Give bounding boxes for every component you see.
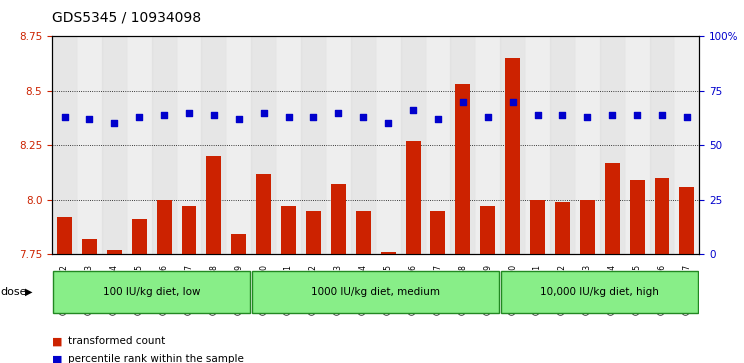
Bar bbox=[276, 36, 301, 254]
Text: 10,000 IU/kg diet, high: 10,000 IU/kg diet, high bbox=[540, 287, 659, 297]
Bar bbox=[157, 200, 172, 254]
Bar bbox=[481, 206, 496, 254]
Point bbox=[283, 114, 295, 120]
Text: 100 IU/kg diet, low: 100 IU/kg diet, low bbox=[103, 287, 200, 297]
Point bbox=[681, 114, 693, 120]
Bar bbox=[650, 36, 675, 254]
Point bbox=[59, 114, 71, 120]
Point bbox=[482, 114, 494, 120]
Bar bbox=[625, 36, 650, 254]
Bar bbox=[400, 36, 426, 254]
Bar bbox=[475, 36, 500, 254]
Point bbox=[83, 116, 95, 122]
Bar bbox=[251, 36, 276, 254]
Point bbox=[407, 107, 419, 113]
Text: dose: dose bbox=[0, 287, 27, 297]
Bar bbox=[256, 174, 271, 254]
Text: ■: ■ bbox=[52, 354, 62, 363]
Text: percentile rank within the sample: percentile rank within the sample bbox=[68, 354, 244, 363]
Point bbox=[257, 110, 269, 115]
Point bbox=[606, 112, 618, 118]
Bar bbox=[107, 250, 122, 254]
Text: transformed count: transformed count bbox=[68, 336, 166, 346]
Bar bbox=[600, 36, 625, 254]
Bar bbox=[351, 36, 376, 254]
Bar bbox=[405, 141, 420, 254]
Point bbox=[382, 121, 394, 126]
Bar bbox=[231, 234, 246, 254]
Point bbox=[432, 116, 444, 122]
Bar bbox=[306, 211, 321, 254]
Bar bbox=[102, 36, 126, 254]
Bar bbox=[575, 36, 600, 254]
Bar bbox=[176, 36, 202, 254]
Point bbox=[631, 112, 643, 118]
Text: 1000 IU/kg diet, medium: 1000 IU/kg diet, medium bbox=[311, 287, 440, 297]
Bar bbox=[431, 211, 446, 254]
FancyBboxPatch shape bbox=[54, 271, 250, 313]
Point bbox=[656, 112, 668, 118]
Point bbox=[133, 114, 145, 120]
Bar bbox=[126, 36, 152, 254]
Bar bbox=[426, 36, 450, 254]
Bar bbox=[326, 36, 351, 254]
Bar bbox=[500, 36, 525, 254]
Bar bbox=[550, 36, 575, 254]
Bar bbox=[152, 36, 176, 254]
Point bbox=[333, 110, 344, 115]
Bar bbox=[555, 202, 570, 254]
Point bbox=[183, 110, 195, 115]
Bar bbox=[206, 156, 222, 254]
Point bbox=[557, 112, 568, 118]
Bar bbox=[450, 36, 475, 254]
Bar bbox=[580, 200, 594, 254]
Text: ▶: ▶ bbox=[25, 287, 32, 297]
Bar bbox=[356, 211, 371, 254]
Text: ■: ■ bbox=[52, 336, 62, 346]
Point bbox=[457, 99, 469, 105]
Point bbox=[507, 99, 519, 105]
Bar bbox=[281, 206, 296, 254]
Bar bbox=[77, 36, 102, 254]
Point bbox=[531, 112, 543, 118]
Point bbox=[357, 114, 369, 120]
Bar bbox=[505, 58, 520, 254]
Point bbox=[109, 121, 121, 126]
Bar bbox=[376, 36, 400, 254]
Point bbox=[158, 112, 170, 118]
Bar bbox=[605, 163, 620, 254]
Bar bbox=[226, 36, 251, 254]
Bar bbox=[82, 239, 97, 254]
Bar bbox=[132, 219, 147, 254]
Bar bbox=[381, 252, 396, 254]
Bar bbox=[182, 206, 196, 254]
Point bbox=[581, 114, 593, 120]
Bar bbox=[629, 180, 644, 254]
Bar bbox=[52, 36, 77, 254]
Bar bbox=[202, 36, 226, 254]
Point bbox=[233, 116, 245, 122]
Point bbox=[307, 114, 319, 120]
Bar bbox=[675, 36, 699, 254]
Point bbox=[208, 112, 220, 118]
Bar bbox=[455, 84, 470, 254]
Bar bbox=[331, 184, 346, 254]
Bar bbox=[57, 217, 72, 254]
Bar bbox=[530, 200, 545, 254]
FancyBboxPatch shape bbox=[252, 271, 499, 313]
Bar bbox=[301, 36, 326, 254]
Bar bbox=[679, 187, 694, 254]
Text: GDS5345 / 10934098: GDS5345 / 10934098 bbox=[52, 11, 201, 25]
Bar bbox=[655, 178, 670, 254]
FancyBboxPatch shape bbox=[501, 271, 698, 313]
Bar bbox=[525, 36, 550, 254]
